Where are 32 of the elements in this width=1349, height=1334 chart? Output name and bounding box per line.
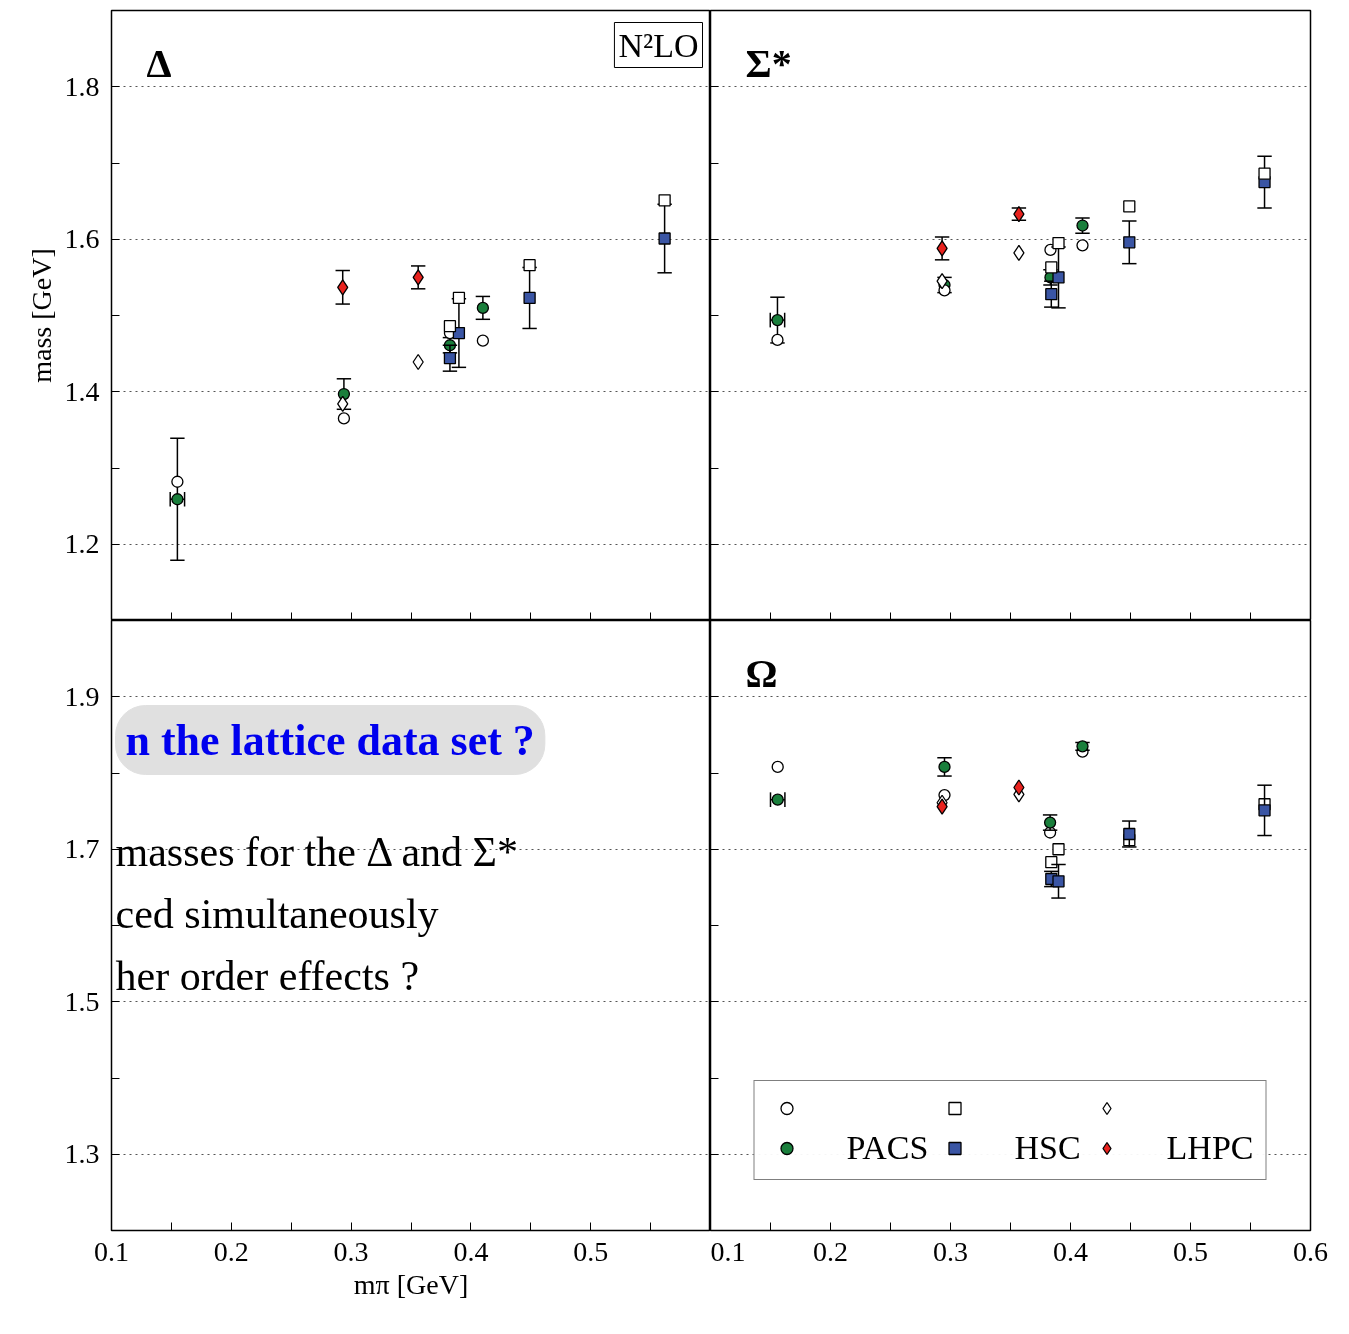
y-tick-label: 1.7 bbox=[64, 833, 100, 865]
x-tick-label: 0.4 bbox=[1053, 1235, 1088, 1267]
x-tick-label: 0.1 bbox=[94, 1235, 129, 1267]
y-tick-label: 1.3 bbox=[64, 1138, 100, 1170]
y-tick-label: 1.2 bbox=[64, 528, 100, 560]
x-tick-label: 0.3 bbox=[333, 1235, 369, 1267]
y-tick-label: 1.9 bbox=[64, 680, 100, 712]
y-tick-label: 1.5 bbox=[64, 985, 100, 1017]
annotation: masses for the Δ and Σ* bbox=[115, 828, 519, 875]
annotation: n the lattice data set ? bbox=[125, 715, 535, 765]
x-tick-label: 0.1 bbox=[710, 1235, 746, 1267]
annotation: her order effects ? bbox=[115, 952, 420, 999]
x-tick-label: 0.4 bbox=[453, 1235, 489, 1267]
legend-label: LHPC bbox=[1166, 1129, 1254, 1167]
x-tick-label: 0.2 bbox=[213, 1235, 249, 1267]
annotation: Σ* bbox=[745, 40, 792, 86]
y-tick-label: 1.6 bbox=[64, 223, 100, 255]
y-axis-title: mass [GeV] bbox=[25, 248, 57, 383]
annotation: Ω bbox=[745, 650, 778, 696]
annotation: Δ bbox=[146, 40, 172, 86]
legend-label: HSC bbox=[1014, 1129, 1081, 1167]
x-tick-label: 0.5 bbox=[1173, 1235, 1208, 1267]
x-tick-label: 0.3 bbox=[933, 1235, 968, 1267]
x-tick-label: 0.2 bbox=[813, 1235, 848, 1267]
x-tick-label: 0.6 bbox=[1293, 1235, 1328, 1267]
legend-label: PACS bbox=[846, 1129, 929, 1167]
y-tick-label: 1.8 bbox=[64, 70, 100, 102]
y-tick-label: 1.4 bbox=[64, 375, 100, 407]
x-axis-title: mπ [GeV] bbox=[353, 1268, 469, 1300]
annotation: N²LO bbox=[618, 26, 699, 64]
annotation: ced simultaneously bbox=[115, 890, 439, 937]
x-tick-label: 0.5 bbox=[573, 1235, 609, 1267]
